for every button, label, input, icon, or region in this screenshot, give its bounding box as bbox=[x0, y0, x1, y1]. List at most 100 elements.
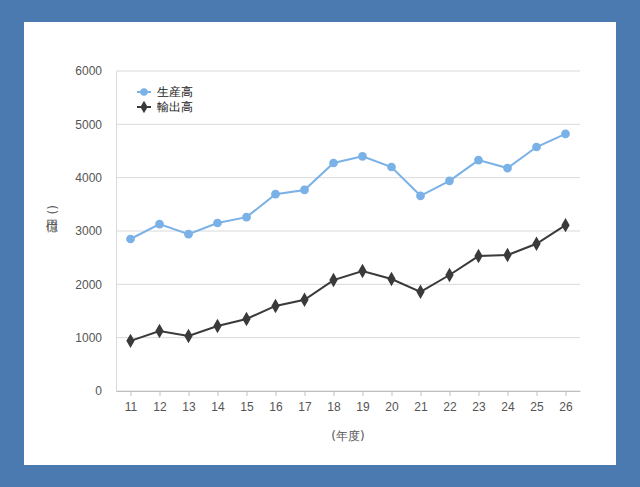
y-tick-label: 1000 bbox=[75, 331, 102, 345]
y-tick-label: 3000 bbox=[75, 224, 102, 238]
legend-marker bbox=[140, 101, 147, 113]
series-marker bbox=[126, 334, 134, 348]
y-tick: 1000 bbox=[75, 331, 116, 345]
grid-line bbox=[116, 391, 580, 392]
x-tick-label: 25 bbox=[530, 400, 544, 414]
x-tick-label: 11 bbox=[125, 400, 138, 414]
x-tick: 26 bbox=[559, 391, 573, 414]
x-tick-label: 19 bbox=[356, 400, 370, 414]
x-tick-mark bbox=[537, 391, 538, 396]
y-tick-label: 0 bbox=[95, 384, 102, 398]
x-tick: 16 bbox=[269, 391, 283, 414]
y-tick-label: 6000 bbox=[75, 64, 102, 78]
x-tick-label: 22 bbox=[443, 400, 457, 414]
series-marker bbox=[300, 293, 308, 307]
x-tick-label: 20 bbox=[385, 400, 399, 414]
series-marker bbox=[271, 190, 280, 199]
series-marker bbox=[503, 248, 511, 262]
series-marker bbox=[561, 218, 569, 232]
y-tick: 6000 bbox=[75, 64, 116, 78]
x-tick: 13 bbox=[182, 391, 196, 414]
chart: 0100020003000400050006000111213141516171… bbox=[0, 0, 640, 487]
series-marker bbox=[242, 312, 250, 326]
series-line bbox=[131, 134, 566, 239]
x-tick-mark bbox=[131, 391, 132, 396]
x-tick-mark bbox=[450, 391, 451, 396]
y-tick: 5000 bbox=[75, 118, 116, 132]
series-marker bbox=[271, 299, 279, 313]
x-tick: 25 bbox=[530, 391, 544, 414]
x-tick-label: 23 bbox=[472, 400, 486, 414]
x-tick-label: 18 bbox=[327, 400, 341, 414]
y-axis-line bbox=[116, 72, 117, 392]
series-marker bbox=[387, 272, 395, 286]
series-marker bbox=[416, 285, 424, 299]
x-tick-label: 21 bbox=[414, 400, 428, 414]
x-tick: 20 bbox=[385, 391, 399, 414]
x-tick-label: 12 bbox=[153, 400, 167, 414]
x-tick: 23 bbox=[472, 391, 486, 414]
x-tick-mark bbox=[247, 391, 248, 396]
y-tick: 2000 bbox=[75, 278, 116, 292]
y-tick-label: 2000 bbox=[75, 278, 102, 292]
series-marker bbox=[532, 237, 540, 251]
series-marker bbox=[358, 264, 366, 278]
grid-line bbox=[116, 284, 580, 285]
x-tick-mark bbox=[189, 391, 190, 396]
x-tick: 18 bbox=[327, 391, 341, 414]
x-tick: 11 bbox=[125, 391, 138, 414]
plot: 0100020003000400050006000111213141516171… bbox=[75, 64, 580, 413]
x-tick: 19 bbox=[356, 391, 370, 414]
x-tick-mark bbox=[566, 391, 567, 396]
x-tick-mark bbox=[334, 391, 335, 396]
x-tick: 24 bbox=[501, 391, 515, 414]
series-marker bbox=[184, 329, 192, 343]
legend-label: 生産高 bbox=[157, 85, 193, 99]
series-marker bbox=[561, 130, 570, 139]
series-marker bbox=[126, 235, 135, 244]
x-tick-label: 13 bbox=[182, 400, 196, 414]
y-tick: 0 bbox=[95, 384, 116, 398]
series-marker bbox=[329, 159, 338, 168]
x-tick: 14 bbox=[211, 391, 225, 414]
series-marker bbox=[213, 319, 221, 333]
series-marker bbox=[300, 186, 309, 195]
x-tick: 12 bbox=[153, 391, 167, 414]
x-axis-line bbox=[117, 391, 581, 392]
series-marker bbox=[503, 164, 512, 173]
series-marker bbox=[155, 324, 163, 338]
x-tick-mark bbox=[363, 391, 364, 396]
legend-item: 生産高 bbox=[137, 85, 193, 99]
x-tick-label: 24 bbox=[501, 400, 515, 414]
x-tick-mark bbox=[392, 391, 393, 396]
x-tick-label: 15 bbox=[240, 400, 254, 414]
grid bbox=[116, 71, 580, 391]
x-tick-mark bbox=[508, 391, 509, 396]
x-tick-label: 16 bbox=[269, 400, 283, 414]
y-axis-title: (億円) bbox=[45, 205, 59, 233]
x-tick-mark bbox=[218, 391, 219, 396]
series-marker bbox=[213, 219, 222, 228]
series-marker bbox=[474, 156, 483, 165]
series-marker bbox=[532, 143, 541, 152]
x-tick-mark bbox=[421, 391, 422, 396]
series-marker bbox=[445, 268, 453, 282]
series-marker bbox=[416, 191, 425, 200]
x-tick-label: 14 bbox=[211, 400, 225, 414]
legend-item: 輸出高 bbox=[137, 100, 193, 114]
grid-line bbox=[116, 124, 580, 125]
x-tick: 22 bbox=[443, 391, 457, 414]
series-marker bbox=[445, 176, 454, 185]
x-tick: 15 bbox=[240, 391, 254, 414]
series-line bbox=[131, 225, 566, 341]
series-layer bbox=[126, 130, 570, 349]
legend: 生産高輸出高 bbox=[137, 85, 193, 114]
series-marker bbox=[387, 163, 396, 172]
y-tick-label: 5000 bbox=[75, 118, 102, 132]
x-tick-mark bbox=[160, 391, 161, 396]
x-tick-mark bbox=[479, 391, 480, 396]
x-tick: 21 bbox=[414, 391, 428, 414]
series-marker bbox=[329, 273, 337, 287]
legend-label: 輸出高 bbox=[157, 100, 193, 114]
y-tick: 4000 bbox=[75, 171, 116, 185]
